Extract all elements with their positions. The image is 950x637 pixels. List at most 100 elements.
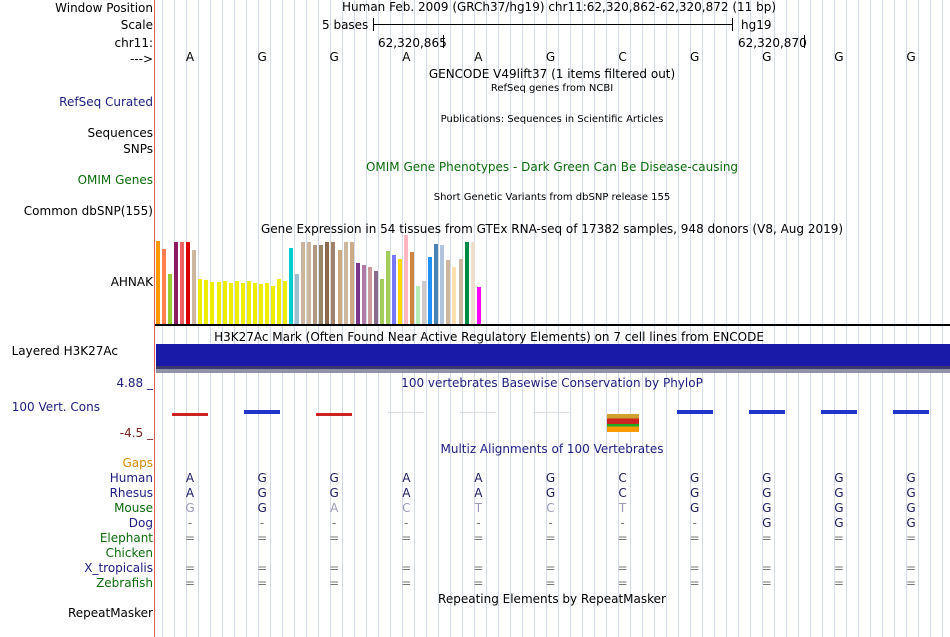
gtex-tissue-bar[interactable] (476, 287, 481, 324)
species-label[interactable]: Zebrafish (96, 576, 153, 590)
gtex-tissue-bar[interactable] (391, 255, 396, 324)
aligned-base: A (330, 501, 339, 515)
gtex-tissue-bar[interactable] (452, 267, 457, 324)
aligned-base: = (329, 531, 340, 545)
track-area-left-border (154, 0, 155, 637)
gtex-tissue-bar[interactable] (234, 281, 239, 324)
gtex-tissue-bar[interactable] (325, 242, 330, 324)
gtex-tissue-bar[interactable] (373, 271, 378, 324)
gtex-tissue-bar[interactable] (379, 279, 384, 324)
aligned-base: G (185, 501, 195, 515)
gtex-tissue-bar[interactable] (385, 251, 390, 324)
h3k27ac-signal-band[interactable] (156, 344, 950, 366)
gtex-tissue-bar[interactable] (446, 260, 451, 324)
gtex-tissue-bar[interactable] (180, 242, 185, 324)
aligned-base: = (905, 531, 917, 545)
gtex-tissue-bar[interactable] (367, 267, 372, 324)
species-label[interactable]: Chicken (105, 546, 153, 560)
reference-base: A (185, 50, 195, 64)
gtex-tissue-bar[interactable] (204, 280, 209, 324)
species-label[interactable]: Elephant (99, 531, 153, 545)
species-label[interactable]: Human (109, 471, 153, 485)
aligned-base: = (761, 561, 772, 575)
gtex-tissue-bar[interactable] (313, 245, 318, 324)
snps-track-label[interactable]: SNPs (123, 142, 153, 156)
gtex-tissue-bar[interactable] (258, 284, 263, 324)
gaps-label[interactable]: Gaps (122, 456, 153, 470)
gtex-tissue-bar[interactable] (416, 286, 421, 324)
gtex-tissue-bar[interactable] (240, 283, 245, 324)
gtex-tissue-bar[interactable] (361, 265, 366, 324)
gtex-tissue-bar[interactable] (162, 249, 167, 324)
gtex-tissue-bar[interactable] (410, 252, 415, 324)
refseq-track-label[interactable]: RefSeq Curated (59, 95, 153, 109)
gtex-tissue-bar[interactable] (319, 245, 324, 324)
gtex-tissue-bar[interactable] (343, 242, 348, 324)
gtex-tissue-bar[interactable] (271, 286, 275, 324)
gtex-tissue-bar[interactable] (349, 242, 354, 324)
gridline (762, 0, 763, 637)
aligned-base: G (690, 501, 700, 515)
gtex-track-label[interactable]: AHNAK (110, 275, 153, 289)
gtex-tissue-bar[interactable] (156, 241, 160, 324)
aligned-base: C (618, 471, 627, 485)
gtex-tissue-bar[interactable] (422, 281, 427, 324)
gtex-tissue-bar[interactable] (337, 250, 342, 324)
gridline (810, 0, 811, 637)
gtex-tissue-bar[interactable] (198, 279, 203, 324)
gtex-tissue-bar[interactable] (398, 259, 402, 324)
gtex-tissue-bar[interactable] (470, 242, 475, 324)
gtex-tissue-bar[interactable] (277, 279, 281, 324)
gtex-tissue-bar[interactable] (174, 242, 179, 324)
sequences-track-label[interactable]: Sequences (87, 126, 153, 140)
gtex-tissue-bar[interactable] (404, 235, 408, 324)
gtex-tissue-bar[interactable] (222, 281, 227, 324)
gtex-tissue-bar[interactable] (464, 242, 469, 324)
gtex-tissue-bar[interactable] (168, 274, 173, 324)
gtex-tissue-bar[interactable] (192, 250, 197, 324)
gtex-tissue-bar[interactable] (186, 242, 191, 324)
gtex-tissue-bar[interactable] (289, 248, 294, 324)
aligned-base: A (402, 471, 411, 485)
gtex-tissue-bar[interactable] (301, 242, 306, 324)
gtex-tissue-bar[interactable] (307, 242, 312, 324)
cons-track-label[interactable]: 100 Vert. Cons (11, 400, 100, 414)
track-area[interactable]: Human Feb. 2009 (GRCh37/hg19) chr11:62,3… (154, 0, 950, 637)
species-label[interactable]: X_tropicalis (84, 561, 153, 575)
gtex-tissue-bar[interactable] (264, 283, 269, 324)
omim-track-label[interactable]: OMIM Genes (77, 173, 153, 187)
reference-base: G (762, 50, 772, 64)
gtex-tissue-bar[interactable] (216, 282, 221, 324)
repeatmasker-track-label[interactable]: RepeatMasker (67, 606, 153, 620)
species-label[interactable]: Dog (128, 516, 153, 530)
aligned-base: A (474, 486, 483, 500)
gridline (642, 0, 643, 637)
h3k27ac-track-label[interactable]: Layered H3K27Ac (11, 344, 118, 358)
position-right-tick (804, 35, 805, 48)
aligned-base: = (761, 576, 772, 590)
gencode-track-title[interactable]: GENCODE V49lift37 (1 items filtered out) (428, 67, 676, 81)
gtex-tissue-bar[interactable] (434, 244, 439, 324)
aligned-base: T (474, 501, 483, 515)
gridline (582, 0, 583, 637)
species-label[interactable]: Mouse (114, 501, 153, 515)
gtex-tissue-bar[interactable] (283, 281, 288, 324)
gtex-tissue-bar[interactable] (295, 274, 300, 324)
gtex-tissue-bar[interactable] (228, 283, 233, 324)
species-label[interactable]: Rhesus (109, 486, 153, 500)
gtex-tissue-bar[interactable] (458, 259, 463, 324)
gtex-tissue-bar[interactable] (246, 281, 251, 324)
gtex-tissue-bar[interactable] (210, 282, 215, 324)
gtex-tissue-bar[interactable] (428, 257, 433, 324)
aligned-base: G (545, 486, 556, 500)
gtex-tissue-bar[interactable] (355, 263, 360, 324)
gtex-tissue-bar[interactable] (252, 283, 257, 324)
gtex-tissue-bar[interactable] (440, 245, 445, 324)
aligned-base: G (906, 471, 916, 485)
aligned-base: = (689, 576, 700, 590)
gtex-tissue-bar[interactable] (331, 242, 336, 324)
aligned-base: G (762, 516, 772, 530)
dbsnp-track-label[interactable]: Common dbSNP(155) (23, 204, 153, 218)
gridline (570, 0, 571, 637)
